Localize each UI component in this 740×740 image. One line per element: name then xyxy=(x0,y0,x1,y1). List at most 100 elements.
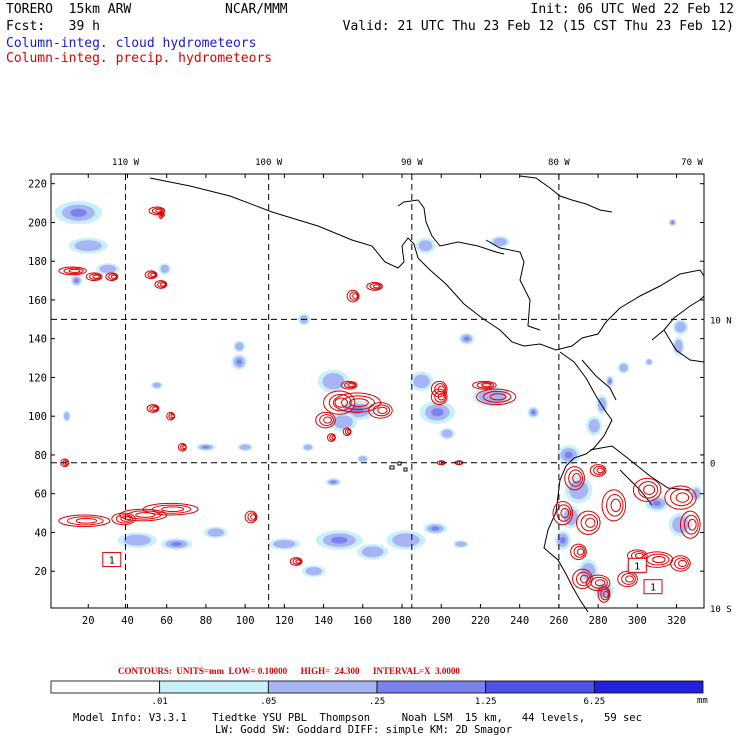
latitude-label: 0 xyxy=(710,460,715,470)
colorbar-units: mm xyxy=(697,696,708,706)
cloud-patch-core xyxy=(331,536,348,544)
precip-contour xyxy=(110,274,117,279)
precip-contour xyxy=(570,543,587,561)
precip-contour xyxy=(678,559,687,568)
colorbar-tick-label: .01 xyxy=(152,697,168,707)
precip-contour xyxy=(594,579,606,587)
precip-contour xyxy=(593,465,606,476)
precip-contour xyxy=(160,212,165,217)
precip-contour xyxy=(634,552,644,559)
precip-contour xyxy=(568,469,583,487)
precip-contour xyxy=(481,383,492,388)
y-tick-label: 160 xyxy=(28,295,47,307)
x-tick-label: 160 xyxy=(353,615,372,627)
contour-info: CONTOURS: UNITS=mm LOW= 0.10000 HIGH= 24… xyxy=(118,666,460,676)
x-tick-label: 140 xyxy=(314,615,333,627)
precip-contour xyxy=(670,555,691,572)
precip-contour xyxy=(572,568,593,590)
precip-contour xyxy=(476,388,517,406)
cloud-patch-mid xyxy=(207,528,224,537)
longitude-label: 70 W xyxy=(681,158,703,168)
header-valid-time: Valid: 21 UTC Thu 23 Feb 12 (15 CST Thu … xyxy=(342,19,734,34)
precip-contour xyxy=(603,590,609,599)
precip-contour xyxy=(161,506,185,513)
precip-contour xyxy=(552,500,574,526)
south-america-coastline xyxy=(543,351,613,613)
cloud-patch-core xyxy=(652,500,662,507)
colorbar: .01 .05 .25 1.25 6.25 xyxy=(50,680,704,707)
cloud-patch-core xyxy=(431,408,444,417)
precip-contour xyxy=(430,388,448,406)
colorbar-tick-label: .25 xyxy=(369,697,385,707)
precip-contour xyxy=(372,284,381,289)
precip-contour xyxy=(68,268,81,273)
y-tick-label: 100 xyxy=(28,411,47,423)
footer-model-info: Model Info: V3.3.1 Tiedtke YSU PBL Thomp… xyxy=(73,712,642,724)
x-tick-label: 280 xyxy=(589,615,608,627)
precip-contour xyxy=(157,281,167,288)
colorbar-bin xyxy=(50,680,161,694)
y-tick-label: 20 xyxy=(34,566,47,578)
cloud-patch-mid xyxy=(239,444,251,450)
precip-contour xyxy=(352,293,358,299)
x-tick-label: 180 xyxy=(393,615,412,627)
cloud-patch-core xyxy=(431,526,440,531)
precip-contour xyxy=(142,502,199,516)
precip-contour xyxy=(437,393,445,401)
cloud-patch-core xyxy=(236,359,242,365)
precip-contour xyxy=(600,588,610,601)
cloud-patch-mid xyxy=(392,533,420,547)
precip-contour xyxy=(85,272,103,282)
honduras-coastline xyxy=(485,239,541,331)
cloud-patch-core xyxy=(560,536,566,544)
longitude-label: 80 W xyxy=(548,158,570,168)
precip-contour xyxy=(158,210,164,220)
precip-contour xyxy=(159,211,164,218)
precip-contour xyxy=(347,383,355,388)
precip-contour xyxy=(638,481,659,499)
precip-contour xyxy=(148,206,166,216)
cloud-patch-mid xyxy=(303,444,313,450)
cloud-patch-mid xyxy=(563,508,578,526)
precip-contour xyxy=(601,489,627,522)
precip-contour xyxy=(434,383,447,395)
cloud-patch-core xyxy=(564,451,573,459)
precip-contour xyxy=(625,575,634,583)
precip-contour xyxy=(366,282,383,291)
cloud-patch-mid xyxy=(361,546,384,558)
precip-contour xyxy=(643,484,656,495)
cloud-patch-mid xyxy=(418,240,433,252)
precip-contour xyxy=(344,381,357,389)
cloud-patch-mid xyxy=(333,415,353,429)
y-tick-label: 40 xyxy=(34,527,47,539)
precip-contour xyxy=(115,514,134,524)
cloud-patch-mid xyxy=(305,567,323,576)
header-center: NCAR/MMM xyxy=(225,2,288,17)
precip-contour xyxy=(135,512,156,518)
precip-contour xyxy=(372,404,391,417)
precip-contour xyxy=(675,492,690,503)
precip-contour xyxy=(346,289,360,303)
precip-contour xyxy=(621,573,636,585)
latitude-label: 10 N xyxy=(710,316,732,326)
precip-contour xyxy=(334,397,349,408)
precip-contour xyxy=(289,557,303,566)
colorbar-tick-label: .05 xyxy=(260,697,276,707)
cloud-patch-mid xyxy=(674,321,686,333)
cloud-patch-mid xyxy=(152,382,162,388)
precip-contour xyxy=(556,504,572,522)
y-tick-label: 80 xyxy=(34,450,47,462)
x-tick-label: 320 xyxy=(667,615,686,627)
precip-contour xyxy=(585,574,611,592)
precip-contour xyxy=(573,545,586,558)
cloud-patch-core xyxy=(671,221,674,224)
cloud-patch-mid xyxy=(588,419,600,433)
precip-contour xyxy=(610,498,622,513)
precip-contour xyxy=(585,517,596,528)
precip-contour xyxy=(664,485,697,510)
cloud-patch-mid xyxy=(273,539,296,549)
x-tick-label: 240 xyxy=(510,615,529,627)
precip-contour xyxy=(146,404,160,413)
contour-label: 1 xyxy=(109,556,115,567)
